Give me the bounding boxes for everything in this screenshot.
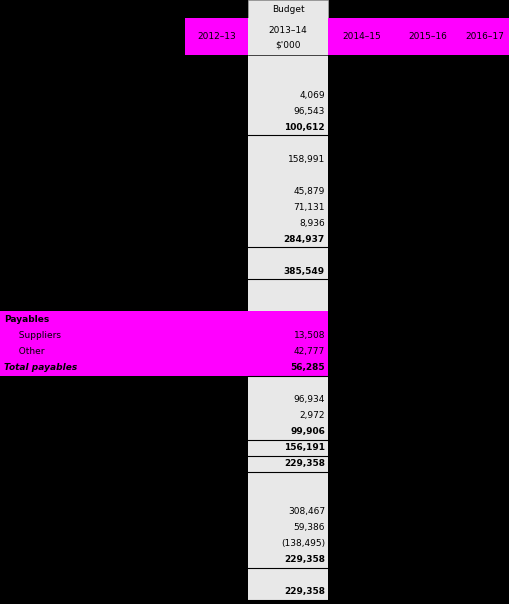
Bar <box>248 55 328 600</box>
Text: Budget: Budget <box>272 4 304 13</box>
Text: 8,936: 8,936 <box>299 219 325 228</box>
Text: 229,358: 229,358 <box>284 588 325 597</box>
Text: 59,386: 59,386 <box>294 524 325 532</box>
Text: Contributed equity: Contributed equity <box>13 507 104 516</box>
Text: Total non-financial assets: Total non-financial assets <box>4 235 134 244</box>
Text: 2013–14: 2013–14 <box>269 27 307 36</box>
Text: 229,358: 229,358 <box>284 556 325 564</box>
Text: 2016–17: 2016–17 <box>465 32 504 41</box>
Bar <box>248 312 328 327</box>
Text: Total assets: Total assets <box>4 267 64 276</box>
Text: 100,612: 100,612 <box>285 123 325 132</box>
Text: Financial assets: Financial assets <box>4 74 86 83</box>
Text: 2012–13: 2012–13 <box>197 32 236 41</box>
Text: Retained surpluses or accumulated deficits: Retained surpluses or accumulated defici… <box>13 539 215 548</box>
Bar <box>328 18 395 55</box>
Text: Other: Other <box>13 347 44 356</box>
Text: Total liabilities: Total liabilities <box>4 443 79 452</box>
Text: Liabilities: Liabilities <box>4 299 54 308</box>
Bar <box>460 18 509 55</box>
Text: Equity: Equity <box>4 491 36 500</box>
Text: Investments: Investments <box>13 219 75 228</box>
Bar <box>248 0 328 18</box>
Text: Total equity: Total equity <box>4 556 64 564</box>
Bar <box>0 359 248 376</box>
Bar <box>248 18 328 55</box>
Bar <box>248 359 328 376</box>
Text: Loans: Loans <box>13 395 45 404</box>
Text: Suppliers: Suppliers <box>13 331 61 340</box>
Bar <box>0 312 248 327</box>
Text: 96,543: 96,543 <box>294 106 325 115</box>
Text: Other non-financial assets: Other non-financial assets <box>13 203 138 212</box>
Text: 156,191: 156,191 <box>284 443 325 452</box>
Bar <box>248 327 328 344</box>
Text: Land and buildings: Land and buildings <box>13 155 105 164</box>
Text: Cash and cash equivalents: Cash and cash equivalents <box>13 91 140 100</box>
Text: Finance leases: Finance leases <box>13 411 85 420</box>
Text: 13,508: 13,508 <box>294 331 325 340</box>
Text: 2014–15: 2014–15 <box>342 32 381 41</box>
Text: Intangibles: Intangibles <box>13 187 69 196</box>
Text: 229,358: 229,358 <box>284 459 325 468</box>
Bar <box>0 327 248 344</box>
Text: 158,991: 158,991 <box>288 155 325 164</box>
Text: 99,906: 99,906 <box>290 427 325 436</box>
Text: 56,285: 56,285 <box>290 363 325 372</box>
Text: Total equity: Total equity <box>4 588 64 597</box>
Text: Net assets: Net assets <box>4 459 58 468</box>
Text: 96,934: 96,934 <box>294 395 325 404</box>
Text: Assets: Assets <box>4 59 38 68</box>
Text: Payables: Payables <box>4 315 49 324</box>
Bar <box>0 344 248 359</box>
Text: 42,777: 42,777 <box>294 347 325 356</box>
Text: 45,879: 45,879 <box>294 187 325 196</box>
Bar <box>395 18 460 55</box>
Text: Reserves: Reserves <box>13 524 60 532</box>
Text: Trade and other receivables: Trade and other receivables <box>13 106 145 115</box>
Text: Non-financial assets: Non-financial assets <box>4 139 108 147</box>
Text: (138,495): (138,495) <box>281 539 325 548</box>
Text: Interest bearing liabilities: Interest bearing liabilities <box>4 379 137 388</box>
Bar <box>185 18 248 55</box>
Text: Total payables: Total payables <box>4 363 77 372</box>
Text: 385,549: 385,549 <box>284 267 325 276</box>
Text: Total interest bearing liabilities: Total interest bearing liabilities <box>4 427 164 436</box>
Text: 2,972: 2,972 <box>299 411 325 420</box>
Text: 308,467: 308,467 <box>288 507 325 516</box>
Text: $'000: $'000 <box>275 40 301 49</box>
Text: 71,131: 71,131 <box>294 203 325 212</box>
Text: Infrastructure, plant and equipment: Infrastructure, plant and equipment <box>13 171 182 180</box>
Text: 2015–16: 2015–16 <box>408 32 447 41</box>
Text: 284,937: 284,937 <box>284 235 325 244</box>
Bar <box>248 344 328 359</box>
Text: 4,069: 4,069 <box>299 91 325 100</box>
Text: Total financial assets: Total financial assets <box>4 123 111 132</box>
